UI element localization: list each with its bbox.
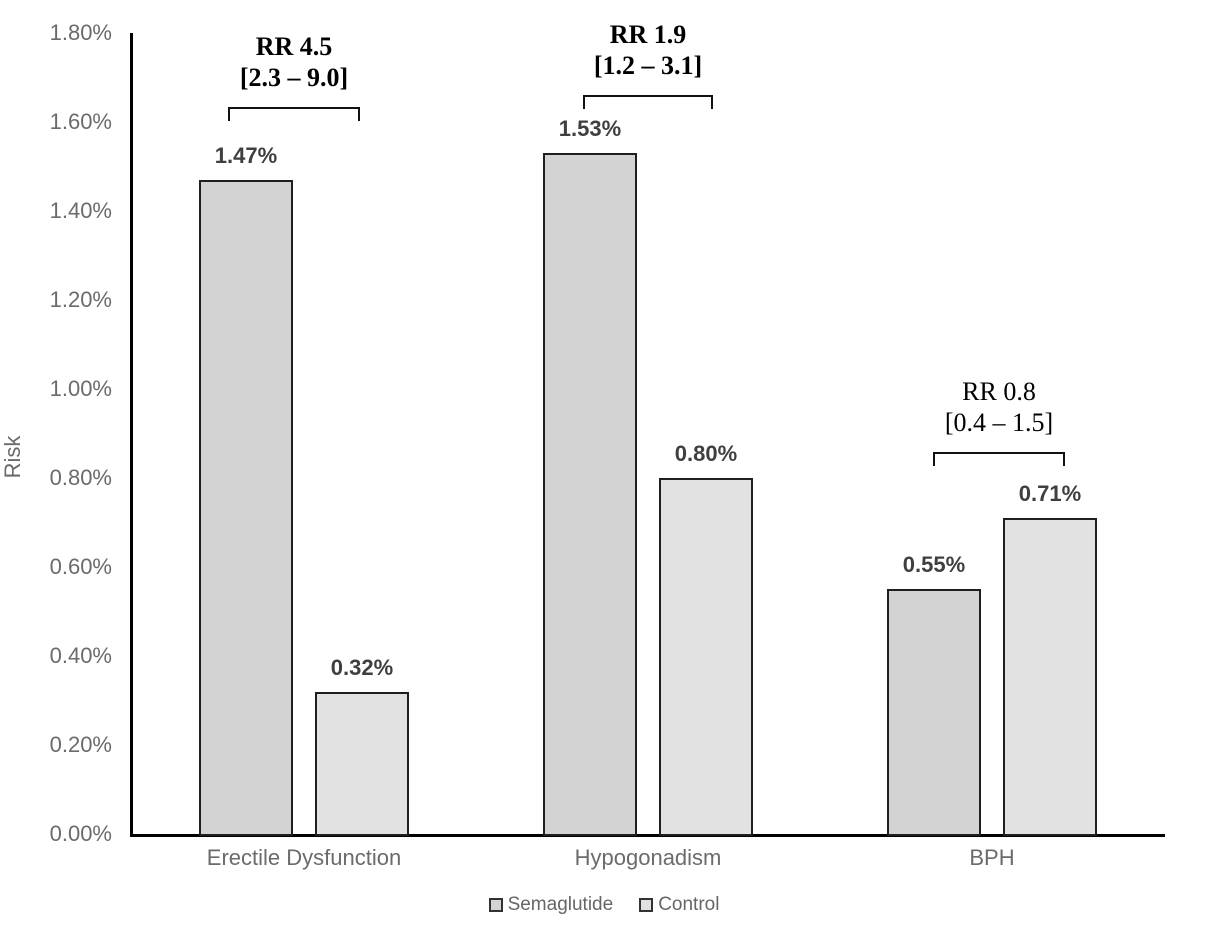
rr-annotation-bph: RR 0.8 [0.4 – 1.5] [945, 376, 1053, 438]
category-label-erectile-dysfunction: Erectile Dysfunction [206, 845, 402, 870]
legend-item-control: Control [639, 894, 719, 916]
bar-value-label-semaglutide-hypogonadism: 1.53% [558, 116, 622, 142]
y-tick-label: 0.80% [49, 465, 112, 490]
rr-value-line: RR 0.8 [962, 377, 1036, 406]
bar-semaglutide-bph [887, 589, 981, 836]
y-tick-label: 0.00% [49, 821, 112, 846]
rr-value-line: RR 4.5 [255, 32, 333, 61]
bar-control-erectile-dysfunction [315, 691, 409, 836]
y-tick-label: 1.40% [49, 198, 112, 223]
legend: Semaglutide Control [0, 894, 1208, 916]
rr-bracket-erectile-dysfunction [228, 107, 360, 121]
legend-label-semaglutide: Semaglutide [507, 894, 614, 915]
rr-annotation-erectile-dysfunction: RR 4.5 [2.3 – 9.0] [240, 31, 348, 93]
rr-ci-line: [1.2 – 3.1] [593, 51, 703, 80]
x-axis-line [130, 834, 1165, 837]
rr-value-line: RR 1.9 [609, 20, 687, 49]
legend-item-semaglutide: Semaglutide [488, 894, 614, 916]
y-tick-label: 1.60% [49, 109, 112, 134]
bar-semaglutide-hypogonadism [543, 153, 637, 836]
bar-value-label-control-erectile-dysfunction: 0.32% [330, 654, 394, 680]
y-tick-label: 0.20% [49, 732, 112, 757]
bar-value-label-semaglutide-bph: 0.55% [902, 552, 966, 578]
bar-value-label-semaglutide-erectile-dysfunction: 1.47% [214, 142, 278, 168]
y-tick-label: 0.40% [49, 643, 112, 668]
y-axis-title: Risk [0, 435, 25, 479]
category-label-hypogonadism: Hypogonadism [574, 845, 722, 870]
legend-swatch-semaglutide [488, 898, 503, 912]
rr-annotation-hypogonadism: RR 1.9 [1.2 – 3.1] [594, 19, 702, 81]
y-tick-label: 0.60% [49, 554, 112, 579]
y-tick-label: 1.80% [49, 20, 112, 45]
rr-ci-line: [2.3 – 9.0] [239, 63, 349, 92]
bar-semaglutide-erectile-dysfunction [199, 179, 293, 836]
bar-control-hypogonadism [659, 478, 753, 836]
rr-bracket-hypogonadism [583, 95, 713, 109]
bar-control-bph [1003, 518, 1097, 836]
legend-swatch-control [639, 898, 654, 912]
bar-value-label-control-bph: 0.71% [1018, 481, 1082, 507]
y-tick-label: 1.20% [49, 287, 112, 312]
rr-bracket-bph [933, 452, 1065, 466]
y-axis-line [130, 33, 133, 837]
category-label-bph: BPH [969, 845, 1015, 870]
y-tick-label: 1.00% [49, 376, 112, 401]
bar-value-label-control-hypogonadism: 0.80% [674, 441, 738, 466]
legend-label-control: Control [658, 894, 720, 915]
rr-ci-line: [0.4 – 1.5] [944, 408, 1054, 437]
